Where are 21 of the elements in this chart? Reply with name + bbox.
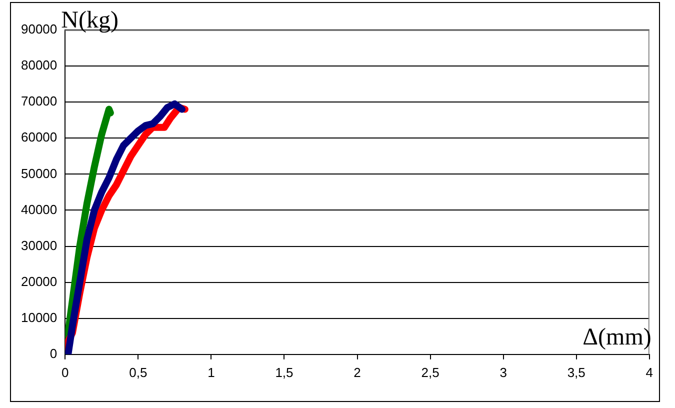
y-tick-label: 40000 bbox=[20, 202, 58, 217]
x-tick-label: 3 bbox=[500, 364, 507, 380]
y-tick-label: 10000 bbox=[20, 310, 58, 325]
x-tick-label: 0,5 bbox=[129, 364, 148, 380]
x-tick-label: 1,5 bbox=[275, 364, 294, 380]
y-tick-label: 0 bbox=[50, 346, 58, 361]
y-tick-label: 20000 bbox=[20, 274, 58, 289]
y-tick-label: 80000 bbox=[20, 58, 58, 73]
x-tick-label: 3,5 bbox=[567, 364, 586, 380]
x-tick-label: 4 bbox=[646, 364, 653, 380]
y-tick-label: 90000 bbox=[20, 22, 58, 37]
y-tick-label: 60000 bbox=[20, 130, 58, 145]
x-axis-title: Δ(mm) bbox=[582, 324, 652, 351]
x-tick-label: 1 bbox=[208, 364, 215, 380]
y-tick-label: 30000 bbox=[20, 238, 58, 253]
x-tick-label: 0 bbox=[62, 364, 69, 380]
y-axis-title: N(kg) bbox=[61, 7, 118, 34]
y-tick-label: 50000 bbox=[20, 166, 58, 181]
x-tick-label: 2,5 bbox=[421, 364, 440, 380]
y-tick-label: 70000 bbox=[20, 94, 58, 109]
x-tick-label: 2 bbox=[354, 364, 361, 380]
